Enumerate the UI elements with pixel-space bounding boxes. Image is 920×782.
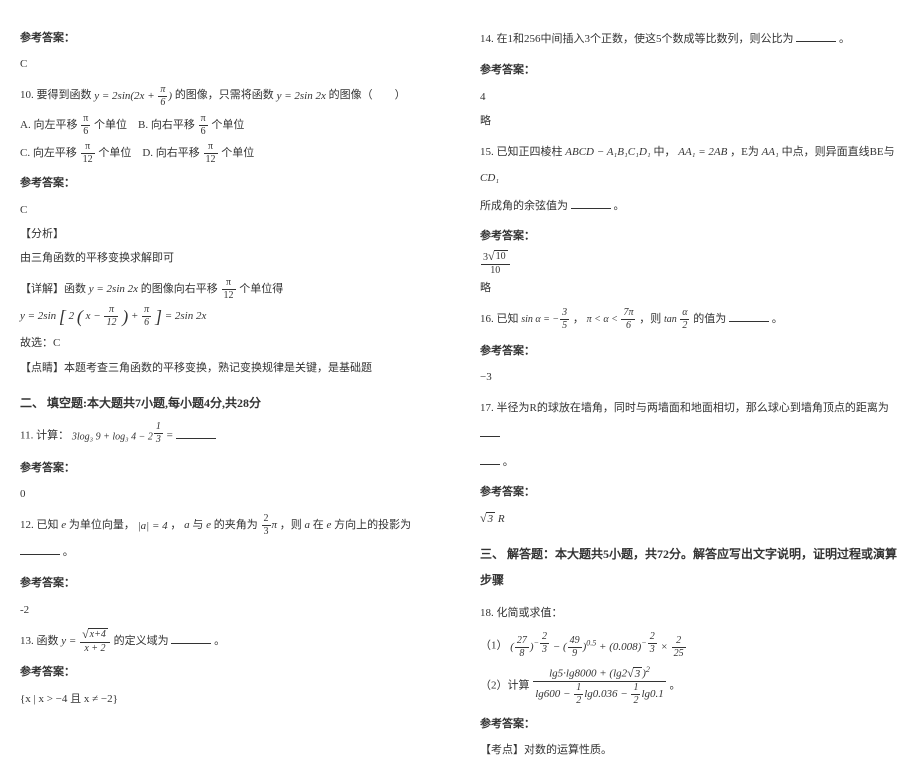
q10-choices-1: A. 向左平移 π6 个单位 B. 向右平移 π6 个单位 xyxy=(20,113,440,137)
point: 【点睛】本题考查三角函数的平移变换，熟记变换规律是关键，是基础题 xyxy=(20,356,440,380)
right-column: 14. 在1和256中间插入3个正数，使这5个数成等比数列，则公比为 。 参考答… xyxy=(480,20,900,762)
answer-C-2: C xyxy=(20,198,440,222)
q10-text-a: 10. 要得到函数 xyxy=(20,89,92,101)
q11-blank xyxy=(176,428,216,439)
q15-answer: 310 10 xyxy=(480,250,900,276)
q10: 10. 要得到函数 y = 2sin(2x + π6) 的图像，只需将函数 y … xyxy=(20,82,440,109)
analysis-label: 【分析】 xyxy=(20,222,440,246)
answer-label: 参考答案： xyxy=(20,26,440,50)
section-3-title: 三、 解答题：本大题共5小题，共72分。解答应写出文字说明，证明过程或演算步骤 xyxy=(480,541,900,594)
left-column: 参考答案： C 10. 要得到函数 y = 2sin(2x + π6) 的图像，… xyxy=(20,20,440,762)
q14-blank xyxy=(796,31,836,42)
q13-formula: y = x+4 x + 2 xyxy=(61,628,111,654)
q12: 12. 已知 e 为单位向量， |a| = 4 ， a 与 e 的夹角为 23π… xyxy=(20,512,440,565)
q17-cont: 。 xyxy=(480,450,900,474)
q14: 14. 在1和256中间插入3个正数，使这5个数成等比数列，则公比为 。 xyxy=(480,26,900,52)
q17-answer: 3 R xyxy=(480,506,900,531)
q16-blank xyxy=(729,311,769,322)
q11: 11. 计算： 3log₃ 9 + log₃ 4 − 213 = xyxy=(20,422,440,450)
answer-m3: −3 xyxy=(480,365,900,389)
point-2: 【考点】对数的运算性质。 xyxy=(480,738,900,762)
detail: 【详解】函数 y = 2sin 2x 的图像向右平移 π12 个单位得 y = … xyxy=(20,276,440,329)
q15-blank xyxy=(571,198,611,209)
answer-m2: -2 xyxy=(20,598,440,622)
q10-formula1: y = 2sin(2x + π6) xyxy=(94,83,172,109)
section-2-title: 二、 填空题:本大题共7小题,每小题4分,共28分 xyxy=(20,390,440,416)
lue: 略 xyxy=(480,109,900,133)
q15-cont: 所成角的余弦值为 。 xyxy=(480,194,900,218)
q13-blank xyxy=(171,633,211,644)
q17-blank2 xyxy=(480,454,500,465)
q10-text-c: 的图像，只需将函数 xyxy=(175,89,274,101)
answer-4: 4 xyxy=(480,85,900,109)
answer-label: 参考答案： xyxy=(480,339,900,363)
hence: 故选：C xyxy=(20,331,440,355)
answer-label: 参考答案： xyxy=(480,712,900,736)
q15: 15. 已知正四棱柱 ABCD − A₁B₁C₁D₁ 中， AA₁ = 2AB … xyxy=(480,139,900,192)
q13-answer: {x | x > −4 且 x ≠ −2} xyxy=(20,687,440,711)
q10-text-d: 的图像（ ） xyxy=(329,89,406,101)
q18-1-expr: (278)−23 − (499)0.5 + (0.008)−23 × 225 xyxy=(510,632,686,660)
q10-formula2: y = 2sin 2x xyxy=(277,83,326,109)
q16-tan: tan α2 xyxy=(664,308,691,332)
q16-sin: sin α = −35 xyxy=(521,308,570,332)
answer-label: 参考答案： xyxy=(20,571,440,595)
answer-label: 参考答案： xyxy=(480,224,900,248)
answer-label: 参考答案： xyxy=(20,456,440,480)
answer-label: 参考答案： xyxy=(480,480,900,504)
q13: 13. 函数 y = x+4 x + 2 的定义域为 。 xyxy=(20,628,440,655)
q12-blank xyxy=(20,544,60,555)
q18: 18. 化简或求值： xyxy=(480,600,900,626)
answer-label: 参考答案： xyxy=(480,58,900,82)
two-column-layout: 参考答案： C 10. 要得到函数 y = 2sin(2x + π6) 的图像，… xyxy=(20,20,900,762)
lue-2: 略 xyxy=(480,276,900,300)
q18-1: （1） (278)−23 − (499)0.5 + (0.008)−23 × 2… xyxy=(480,632,900,660)
answer-label: 参考答案： xyxy=(20,660,440,684)
q17: 17. 半径为R的球放在墙角，同时与两墙面和地面相切，那么球心到墙角顶点的距离为 xyxy=(480,395,900,448)
q17-blank xyxy=(480,427,500,438)
answer-C: C xyxy=(20,52,440,76)
q16-range: π < α < 7π6 xyxy=(587,308,637,332)
detail-rhs: y = 2sin [ 2 ( x − π12 ) + π6 ] = 2sin 2… xyxy=(20,303,206,329)
q18-2-frac: lg5·lg8000 + (lg23)2 lg600 − 12lg0.036 −… xyxy=(532,666,667,706)
analysis-text: 由三角函数的平移变换求解即可 xyxy=(20,246,440,270)
answer-0: 0 xyxy=(20,482,440,506)
q16: 16. 已知 sin α = −35 ， π < α < 7π6 ，则 tan … xyxy=(480,306,900,332)
q11-expr: 3log₃ 9 + log₃ 4 − 213 xyxy=(72,422,164,450)
answer-label: 参考答案： xyxy=(20,171,440,195)
q18-2: （2）计算 lg5·lg8000 + (lg23)2 lg600 − 12lg0… xyxy=(480,666,900,706)
q10-choices-2: C. 向左平移 π12 个单位 D. 向右平移 π12 个单位 xyxy=(20,141,440,165)
